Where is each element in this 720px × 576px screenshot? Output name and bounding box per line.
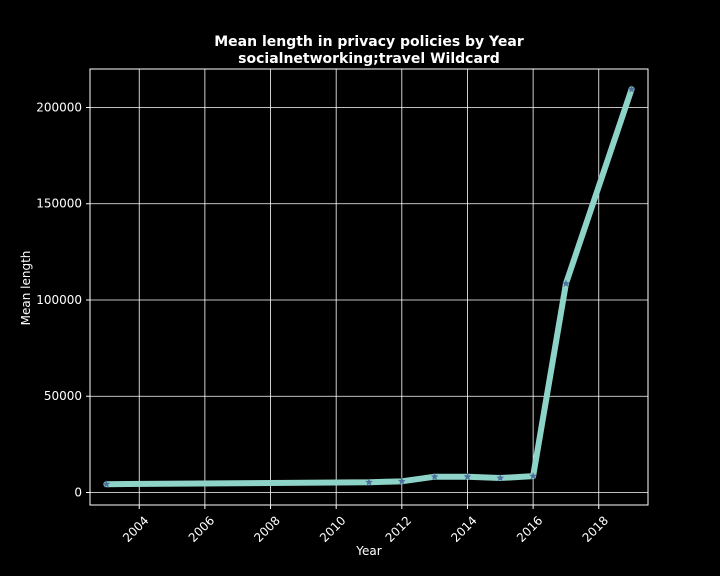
axes bbox=[86, 68, 649, 509]
data-point-marker bbox=[627, 85, 636, 93]
y-tick-label: 200000 bbox=[36, 100, 82, 114]
y-tick-label: 0 bbox=[74, 485, 82, 499]
data-point-marker bbox=[529, 472, 537, 480]
chart-subtitle: socialnetworking;travel Wildcard bbox=[238, 51, 500, 67]
plot-frame bbox=[89, 68, 649, 506]
data-point-marker bbox=[102, 480, 111, 488]
data-point-marker bbox=[463, 472, 472, 480]
y-tick-label: 150000 bbox=[36, 197, 82, 211]
data-point-marker bbox=[562, 279, 570, 287]
y-axis-label: Mean length bbox=[19, 251, 33, 326]
data-point-marker bbox=[365, 478, 373, 486]
grid bbox=[90, 69, 648, 505]
data-point-marker bbox=[430, 472, 439, 480]
chart-title: Mean length in privacy policies by Year bbox=[214, 34, 524, 50]
y-tick-label: 100000 bbox=[36, 293, 82, 307]
y-tick-label: 50000 bbox=[44, 389, 82, 403]
x-axis-label: Year bbox=[355, 544, 381, 558]
series-layer bbox=[102, 85, 636, 488]
data-point-marker bbox=[398, 477, 406, 485]
data-point-marker bbox=[496, 474, 505, 482]
